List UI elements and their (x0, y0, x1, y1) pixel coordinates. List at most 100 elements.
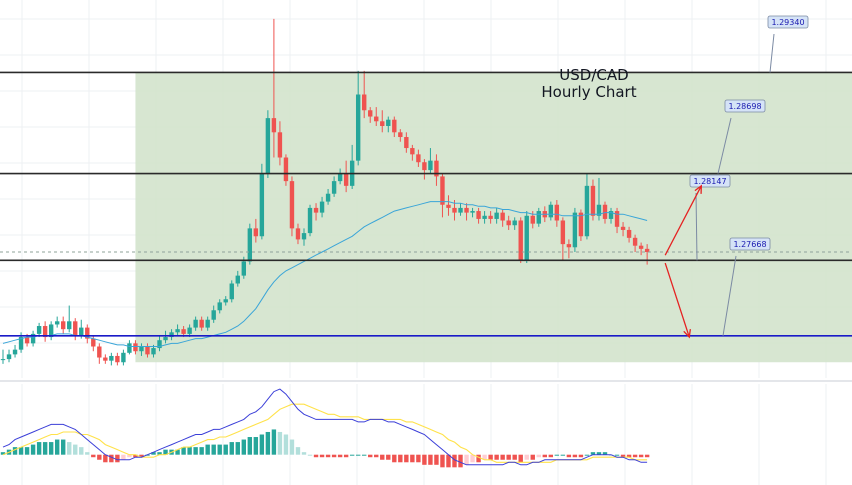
macd-histogram-bar (331, 454, 337, 458)
candle-body (109, 355, 114, 361)
macd-histogram-bar (536, 454, 541, 458)
candle (6, 349, 12, 363)
candle-body (440, 176, 445, 205)
candle (217, 299, 222, 314)
level-tag-label: 1.28147 (693, 177, 726, 186)
arrow-down (664, 262, 692, 339)
macd-histogram-bar (103, 454, 108, 463)
candle-body (205, 319, 210, 328)
macd-histogram-bar (271, 429, 277, 455)
level-tag-box (767, 15, 809, 29)
macd-histogram-bar (217, 444, 222, 455)
macd-histogram-bar (181, 447, 186, 455)
candle (554, 200, 560, 227)
candle-body (12, 349, 18, 355)
candle-body (434, 160, 439, 177)
candle-body (392, 119, 397, 133)
candle-body (578, 212, 584, 237)
macd-histogram-bar (337, 454, 343, 458)
candle-body (398, 132, 403, 138)
level-tag-1.29340: 1.29340 (767, 15, 809, 73)
macd-histogram-bar (79, 447, 84, 455)
macd-histogram-bar (91, 454, 96, 458)
macd-histogram-bar (67, 442, 72, 455)
candle-body (608, 211, 614, 219)
macd-histogram-bar (362, 454, 367, 456)
macd-histogram-bar (404, 454, 409, 463)
macd-histogram-bar (229, 442, 234, 455)
candle-body (18, 337, 24, 350)
candle-body (452, 207, 457, 213)
candle (620, 222, 626, 237)
macd-histogram-bar (259, 434, 265, 455)
candle (644, 244, 650, 265)
candle-body (0, 359, 6, 361)
candle (524, 211, 529, 264)
candle-body (446, 204, 451, 208)
candle (271, 18, 277, 158)
arrow-shaft (664, 185, 702, 256)
candle-body (380, 121, 385, 126)
candle-body (169, 332, 174, 338)
macd-histogram-bar (524, 454, 529, 460)
candle (163, 330, 168, 344)
candle-body (211, 310, 216, 320)
candle (331, 176, 337, 197)
macd-histogram-bar (470, 454, 475, 463)
candle-body (422, 162, 427, 171)
candle (596, 177, 602, 221)
candle (325, 189, 331, 205)
candle-body (494, 212, 499, 219)
macd-histogram-bar (115, 454, 120, 463)
macd-histogram-bar (355, 454, 361, 456)
candle (187, 324, 192, 338)
candle (500, 209, 505, 227)
macd-histogram-bar (301, 452, 307, 455)
macd-histogram-bar (488, 454, 493, 460)
candle (392, 116, 397, 138)
candle-body (157, 340, 162, 349)
candle-body (91, 338, 96, 347)
candle (259, 163, 265, 240)
level-tag-label: 1.28698 (728, 102, 761, 111)
arrow-up (664, 184, 703, 256)
candle (470, 207, 475, 218)
macd-histogram-bar (482, 454, 487, 460)
candle-body (614, 211, 620, 227)
candle-body (307, 207, 313, 234)
candle-body (596, 204, 602, 216)
candle-body (295, 228, 301, 240)
candle-body (235, 275, 240, 284)
candle (343, 160, 349, 193)
candle (67, 305, 72, 333)
candle (548, 201, 554, 221)
macd-histogram-bar (380, 454, 385, 460)
candle-body (530, 215, 535, 224)
candles (0, 18, 650, 366)
candle-body (404, 137, 409, 149)
candle-body (566, 244, 572, 248)
candle (590, 179, 596, 221)
candle-body (428, 160, 433, 171)
candle (380, 110, 385, 133)
candle-body (193, 319, 198, 328)
candle (211, 305, 216, 323)
candle (235, 270, 240, 287)
moving-average-line (2, 201, 648, 347)
candle (283, 154, 289, 186)
macd-histogram-bar (151, 452, 156, 455)
macd-histogram-bar (446, 454, 451, 468)
consolidation-zone (135, 72, 852, 363)
candle (115, 352, 120, 366)
level-tag-leader (769, 33, 775, 73)
candle-body (79, 327, 84, 336)
candle (133, 340, 138, 355)
macd-histogram-bar (386, 454, 391, 460)
macd-histogram-bar (416, 454, 421, 463)
level-tag-leader (717, 117, 732, 174)
candle-body (121, 352, 126, 363)
candle (139, 343, 144, 356)
macd-histogram-bar (139, 454, 144, 458)
candle-body (362, 94, 367, 111)
